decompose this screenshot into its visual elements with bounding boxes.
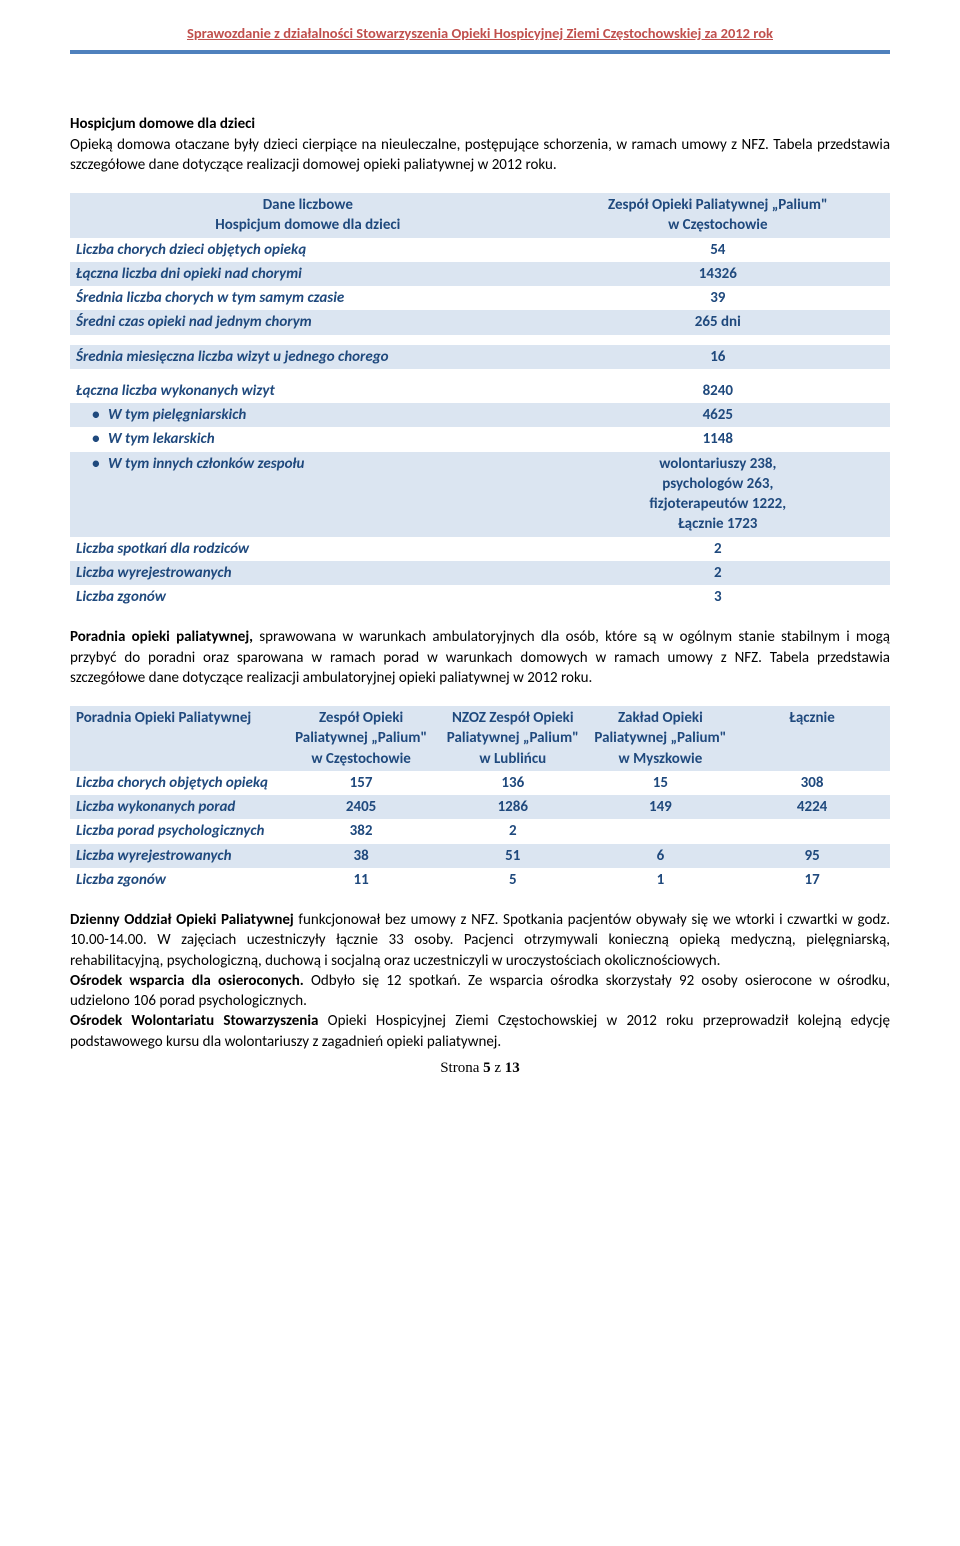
row-value: 95 xyxy=(734,844,890,868)
t2-h1: Zespół Opieki Paliatywnej „Palium" w Czę… xyxy=(283,706,439,771)
t2-h0: Poradnia Opieki Paliatywnej xyxy=(70,706,283,771)
row-value: 3 xyxy=(546,585,890,609)
row-value: 38 xyxy=(283,844,439,868)
para-osrodek-wsparcia: Ośrodek wsparcia dla osieroconych. Odbył… xyxy=(70,971,890,1012)
table-row: Liczba zgonów3 xyxy=(70,585,890,609)
table-row: Liczba wyrejestrowanych2 xyxy=(70,561,890,585)
row-value: wolontariuszy 238,psychologów 263,fizjot… xyxy=(546,452,890,537)
page-footer: Strona 5 z 13 xyxy=(70,1058,890,1078)
row-value: 11 xyxy=(283,868,439,892)
row-label: W tym lekarskich xyxy=(70,427,546,451)
row-label: Łączna liczba wykonanych wizyt xyxy=(70,379,546,403)
table-row-head: Poradnia Opieki Paliatywnej Zespół Opiek… xyxy=(70,706,890,771)
row-value xyxy=(734,819,890,843)
table-hospicjum-dzieci: Dane liczbowe Hospicjum domowe dla dziec… xyxy=(70,193,890,609)
row-label: Liczba wykonanych porad xyxy=(70,795,283,819)
row-label: Liczba spotkań dla rodziców xyxy=(70,537,546,561)
document-header: Sprawozdanie z działalności Stowarzyszen… xyxy=(70,24,890,44)
table-row: Średnia miesięczna liczba wizyt u jedneg… xyxy=(70,345,890,369)
row-value: 308 xyxy=(734,771,890,795)
para3-title2: Ośrodek wsparcia dla osieroconych. xyxy=(70,972,304,990)
table-row: Liczba zgonów115117 xyxy=(70,868,890,892)
para-osrodek-wolontariatu: Ośrodek Wolontariatu Stowarzyszenia Opie… xyxy=(70,1011,890,1052)
row-value: 17 xyxy=(734,868,890,892)
footer-of: z xyxy=(491,1060,505,1076)
table-row: W tym pielęgniarskich4625 xyxy=(70,403,890,427)
table-row: Liczba wyrejestrowanych3851695 xyxy=(70,844,890,868)
row-label: Liczba chorych objętych opieką xyxy=(70,771,283,795)
row-label: Liczba porad psychologicznych xyxy=(70,819,283,843)
row-value: 2 xyxy=(546,537,890,561)
row-value: 2405 xyxy=(283,795,439,819)
row-value: 4224 xyxy=(734,795,890,819)
row-value: 6 xyxy=(587,844,735,868)
table-row: W tym innych członków zespołuwolontarius… xyxy=(70,452,890,537)
t2-h2: NZOZ Zespół Opieki Paliatywnej „Palium" … xyxy=(439,706,587,771)
row-value: 2 xyxy=(546,561,890,585)
row-value: 2 xyxy=(439,819,587,843)
row-value: 15 xyxy=(587,771,735,795)
row-value: 14326 xyxy=(546,262,890,286)
table-row: Liczba chorych objętych opieką1571361530… xyxy=(70,771,890,795)
table-row: Liczba spotkań dla rodziców2 xyxy=(70,537,890,561)
row-value: 1286 xyxy=(439,795,587,819)
document-title: Sprawozdanie z działalności Stowarzyszen… xyxy=(187,24,773,42)
row-label: Liczba chorych dzieci objętych opieką xyxy=(70,238,546,262)
row-label: Liczba wyrejestrowanych xyxy=(70,561,546,585)
table-row: Liczba chorych dzieci objętych opieką54 xyxy=(70,238,890,262)
t1-head-right-l2: w Częstochowie xyxy=(552,215,884,235)
row-value: 149 xyxy=(587,795,735,819)
table-row: Łączna liczba wykonanych wizyt8240 xyxy=(70,379,890,403)
t2-h3: Zakład Opieki Paliatywnej „Palium" w Mys… xyxy=(587,706,735,771)
section1-intro: Opieką domowa otaczane były dzieci cierp… xyxy=(70,135,890,176)
row-value: 54 xyxy=(546,238,890,262)
t1-mid-val: 16 xyxy=(546,345,890,369)
table-row: Łączna liczba dni opieki nad chorymi1432… xyxy=(70,262,890,286)
row-label: W tym pielęgniarskich xyxy=(70,403,546,427)
table-row: Liczba wykonanych porad240512861494224 xyxy=(70,795,890,819)
row-value xyxy=(587,819,735,843)
row-label: Średni czas opieki nad jednym chorym xyxy=(70,310,546,334)
row-value: 4625 xyxy=(546,403,890,427)
table-row: Średni czas opieki nad jednym chorym265 … xyxy=(70,310,890,334)
row-label: Liczba zgonów xyxy=(70,868,283,892)
row-label: Łączna liczba dni opieki nad chorymi xyxy=(70,262,546,286)
row-label: Liczba wyrejestrowanych xyxy=(70,844,283,868)
row-value: 51 xyxy=(439,844,587,868)
t1-head-left-l2: Hospicjum domowe dla dzieci xyxy=(76,215,540,235)
para3-title3: Ośrodek Wolontariatu Stowarzyszenia xyxy=(70,1012,318,1030)
row-value: 5 xyxy=(439,868,587,892)
footer-prefix: Strona xyxy=(440,1060,483,1076)
t1-head-right-l1: Zespół Opieki Paliatywnej „Palium" xyxy=(552,195,884,215)
row-value: 157 xyxy=(283,771,439,795)
row-label: Średnia liczba chorych w tym samym czasi… xyxy=(70,286,546,310)
t1-mid-label: Średnia miesięczna liczba wizyt u jedneg… xyxy=(70,345,546,369)
row-value: 1148 xyxy=(546,427,890,451)
row-value: 382 xyxy=(283,819,439,843)
table-poradnia: Poradnia Opieki Paliatywnej Zespół Opiek… xyxy=(70,706,890,892)
row-label: Liczba zgonów xyxy=(70,585,546,609)
header-rule xyxy=(70,50,890,54)
table-row: Średnia liczba chorych w tym samym czasi… xyxy=(70,286,890,310)
t1-head-left-l1: Dane liczbowe xyxy=(76,195,540,215)
table-row: Liczba porad psychologicznych3822 xyxy=(70,819,890,843)
row-value: 265 dni xyxy=(546,310,890,334)
footer-page: 5 xyxy=(483,1060,491,1076)
table-row-head: Dane liczbowe Hospicjum domowe dla dziec… xyxy=(70,193,890,238)
para2-title: Poradnia opieki paliatywnej, xyxy=(70,628,253,646)
footer-total: 13 xyxy=(505,1060,520,1076)
row-value: 136 xyxy=(439,771,587,795)
row-value: 1 xyxy=(587,868,735,892)
table-row: W tym lekarskich1148 xyxy=(70,427,890,451)
t2-h4: Łącznie xyxy=(734,706,890,771)
para-poradnia: Poradnia opieki paliatywnej, sprawowana … xyxy=(70,627,890,688)
row-value: 39 xyxy=(546,286,890,310)
section1-title: Hospicjum domowe dla dzieci xyxy=(70,114,890,134)
section-hospicjum: Hospicjum domowe dla dzieci Opieką domow… xyxy=(70,114,890,175)
row-label: W tym innych członków zespołu xyxy=(70,452,546,537)
para3-title1: Dzienny Oddział Opieki Paliatywnej xyxy=(70,911,294,929)
para-dzienny: Dzienny Oddział Opieki Paliatywnej funkc… xyxy=(70,910,890,971)
row-value: 8240 xyxy=(546,379,890,403)
